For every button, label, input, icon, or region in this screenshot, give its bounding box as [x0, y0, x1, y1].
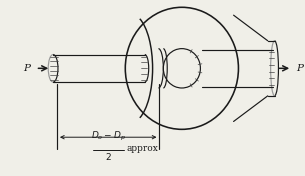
Text: $D_o - D_p$: $D_o - D_p$	[91, 130, 126, 143]
Text: P: P	[296, 64, 303, 73]
Text: $2$: $2$	[105, 151, 112, 162]
Text: approx: approx	[127, 144, 159, 153]
Text: P: P	[23, 64, 30, 73]
